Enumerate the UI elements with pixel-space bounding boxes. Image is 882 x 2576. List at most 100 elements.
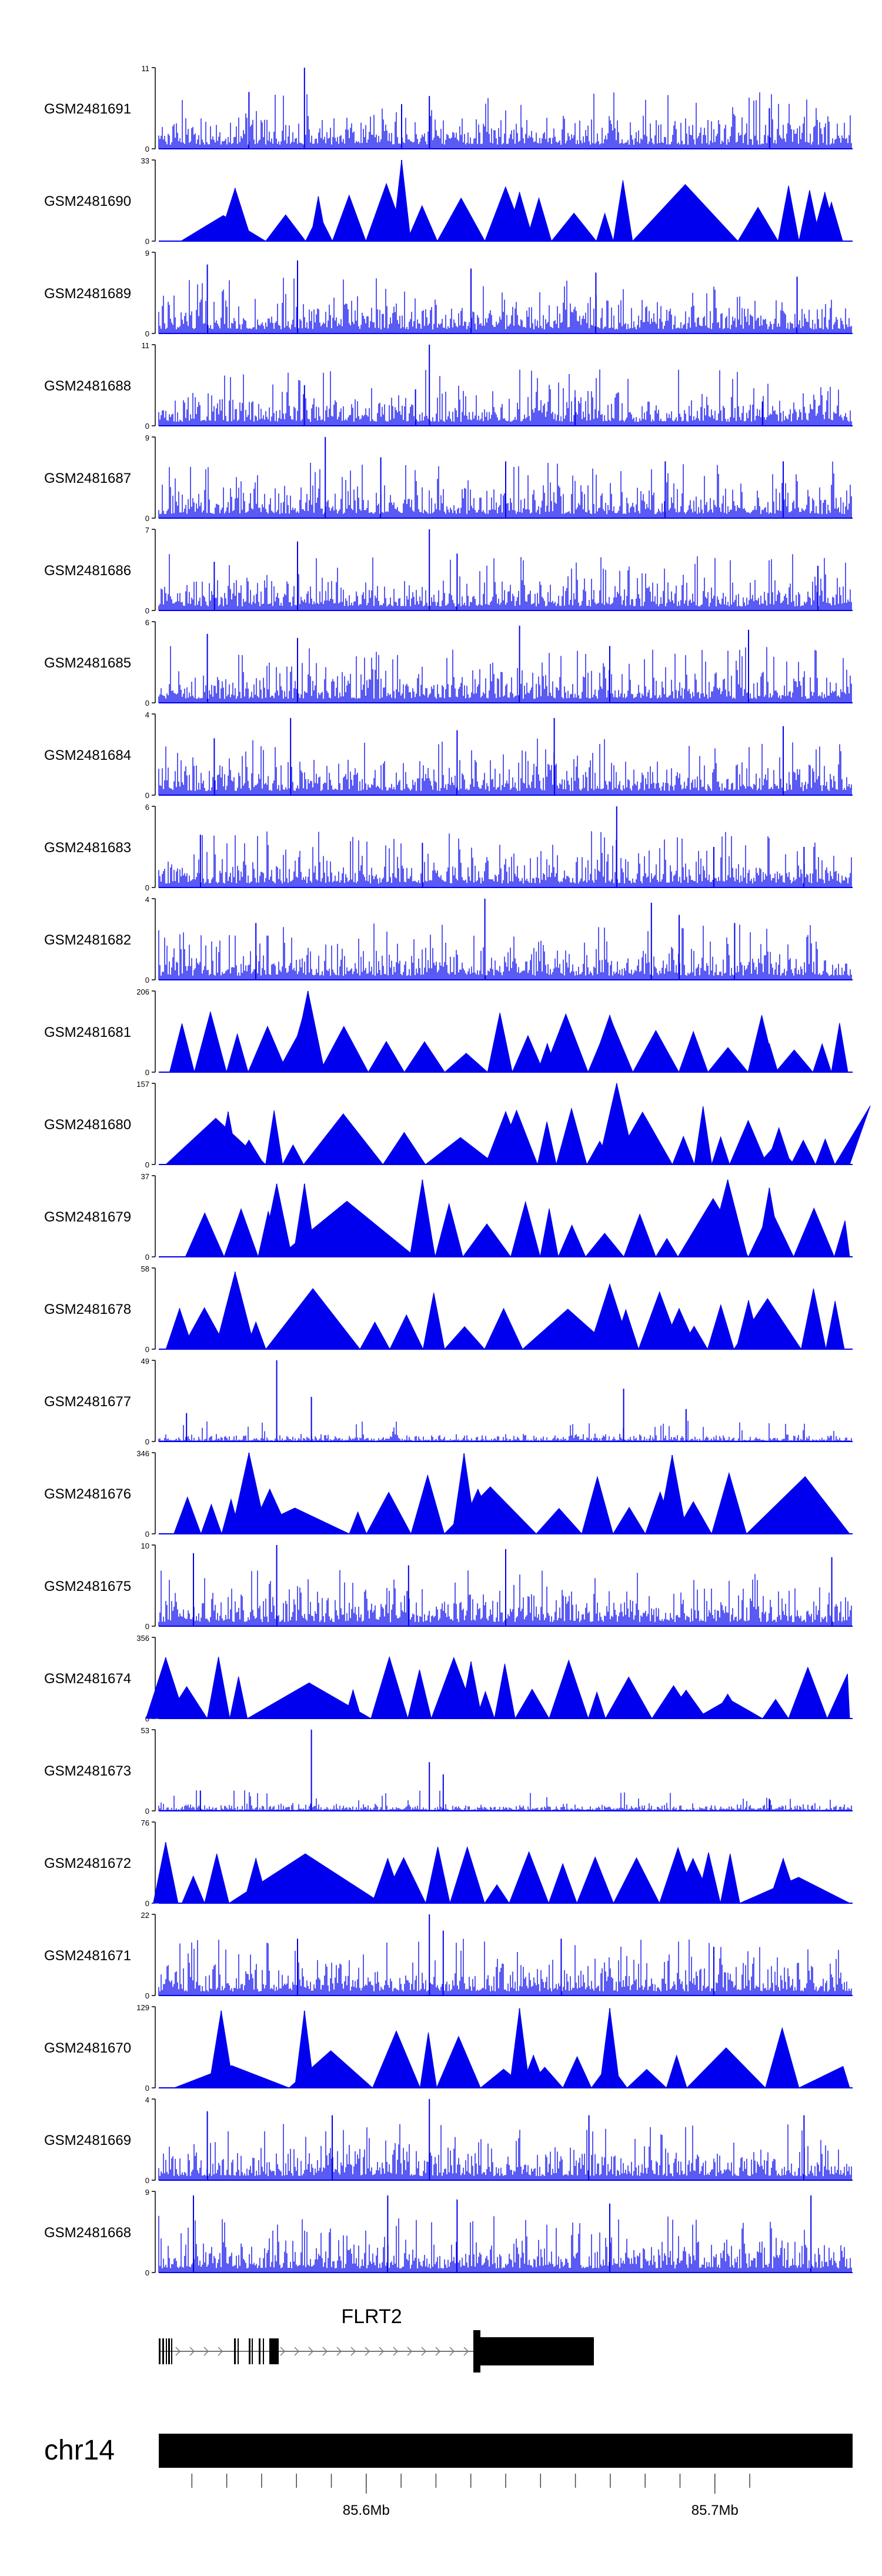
y-max-label: 76 — [141, 1818, 149, 1827]
strand-arrow — [379, 2347, 385, 2356]
track-GSM2481669: GSM2481669 4 0 — [44, 2095, 853, 2185]
y-max-label: 37 — [141, 1172, 149, 1181]
gene-exon — [168, 2338, 170, 2364]
strand-arrow — [421, 2347, 427, 2356]
track-label: GSM2481680 — [44, 1117, 131, 1133]
y-min-label: 0 — [145, 1068, 149, 1077]
strand-arrow — [435, 2347, 441, 2356]
signal — [158, 2195, 852, 2273]
axis-tick-label: 85.7Mb — [691, 2502, 739, 2518]
signal — [158, 718, 852, 795]
y-max-label: 53 — [141, 1726, 149, 1735]
track-label: GSM2481668 — [44, 2225, 131, 2241]
track-GSM2481690: GSM2481690 33 0 — [44, 156, 853, 246]
y-min-label: 0 — [145, 145, 149, 154]
track-label: GSM2481675 — [44, 1579, 131, 1594]
signal — [165, 1083, 871, 1166]
strand-arrow — [393, 2347, 399, 2356]
signal-bars — [158, 2124, 852, 2180]
strand-arrow — [308, 2347, 314, 2356]
y-max-label: 4 — [145, 2095, 149, 2104]
y-max-label: 9 — [145, 433, 149, 442]
y-max-label: 33 — [141, 156, 149, 165]
y-max-label: 10 — [141, 1541, 149, 1550]
y-max-label: 346 — [136, 1449, 149, 1458]
strand-arrow — [336, 2347, 342, 2356]
y-min-label: 0 — [145, 1160, 149, 1169]
gene-exon — [159, 2338, 161, 2364]
strand-arrow — [218, 2347, 223, 2356]
chromosome-label: chr14 — [44, 2435, 115, 2466]
signal-tracks: GSM2481691110GSM2481690330GSM248168990GS… — [44, 64, 871, 2277]
track-label: GSM2481687 — [44, 471, 131, 486]
y-max-label: 4 — [145, 895, 149, 904]
gene-exon — [234, 2338, 236, 2364]
y-max-label: 58 — [141, 1264, 149, 1273]
signal-bars — [158, 923, 852, 980]
track-label: GSM2481684 — [44, 748, 131, 763]
signal — [158, 1730, 852, 1811]
y-min-label: 0 — [145, 1622, 149, 1631]
strand-arrow — [203, 2347, 209, 2356]
y-max-label: 11 — [142, 341, 150, 350]
y-max-label: 7 — [145, 526, 149, 535]
gene-strand-arrows — [175, 2347, 469, 2356]
y-max-label: 11 — [142, 64, 150, 73]
y-max-label: 129 — [136, 2003, 149, 2012]
strand-arrow — [407, 2347, 413, 2356]
track-label: GSM2481686 — [44, 563, 131, 579]
gene-exon — [162, 2338, 164, 2364]
signal-bars — [158, 1938, 852, 1996]
gene-exon — [480, 2337, 594, 2365]
gene-exon — [252, 2338, 253, 2364]
track-GSM2481679: GSM2481679 37 0 — [44, 1172, 853, 1262]
y-max-label: 4 — [145, 710, 149, 719]
signal-bars — [158, 92, 852, 149]
y-max-label: 206 — [136, 987, 149, 996]
signal — [158, 625, 852, 703]
signal — [174, 2008, 850, 2089]
gene-track: FLRT2 — [159, 2305, 594, 2373]
y-min-label: 0 — [145, 329, 149, 338]
strand-arrow — [189, 2347, 195, 2356]
y-min-label: 0 — [145, 1899, 149, 1908]
track-GSM2481689: GSM2481689 9 0 — [44, 249, 853, 338]
signal-area — [173, 1471, 851, 1535]
track-label: GSM2481689 — [44, 286, 131, 302]
signal — [145, 1656, 850, 1720]
y-max-label: 22 — [141, 1911, 149, 1920]
track-label: GSM2481670 — [44, 2040, 131, 2056]
signal — [158, 1914, 852, 1996]
y-max-label: 49 — [141, 1357, 149, 1366]
signal — [158, 68, 852, 149]
strand-arrow — [322, 2347, 328, 2356]
track-label: GSM2481678 — [44, 1302, 131, 1317]
track-label: GSM2481669 — [44, 2133, 131, 2148]
signal — [158, 260, 852, 333]
signal — [158, 1545, 852, 1626]
x-axis-ticks — [191, 2474, 750, 2488]
strand-arrow — [449, 2347, 455, 2356]
signal-bars — [158, 2215, 852, 2273]
track-GSM2481683: GSM2481683 6 0 — [44, 803, 853, 892]
y-min-label: 0 — [145, 1437, 149, 1446]
y-min-label: 0 — [145, 237, 149, 246]
strand-arrow — [280, 2347, 286, 2356]
signal — [158, 345, 852, 426]
track-GSM2481670: GSM2481670 129 0 — [44, 2003, 853, 2093]
track-GSM2481688: GSM2481688 11 0 — [44, 341, 853, 431]
gene-exons — [159, 2330, 594, 2373]
y-min-label: 0 — [145, 2268, 149, 2277]
y-max-label: 6 — [145, 803, 149, 812]
track-GSM2481675: GSM2481675 10 0 — [44, 1541, 853, 1631]
gene-exon — [263, 2338, 264, 2364]
signal — [153, 1842, 850, 1904]
signal-bars — [158, 369, 852, 426]
track-label: GSM2481674 — [44, 1671, 131, 1687]
track-label: GSM2481683 — [44, 840, 131, 856]
track-GSM2481678: GSM2481678 58 0 — [44, 1264, 853, 1354]
signal-bars — [158, 1420, 852, 1442]
signal-bars — [158, 461, 852, 518]
signal-area — [174, 2027, 850, 2089]
